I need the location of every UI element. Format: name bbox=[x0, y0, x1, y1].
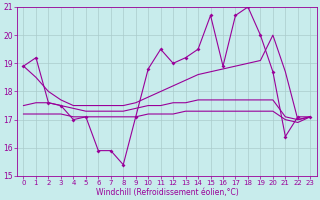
X-axis label: Windchill (Refroidissement éolien,°C): Windchill (Refroidissement éolien,°C) bbox=[96, 188, 238, 197]
